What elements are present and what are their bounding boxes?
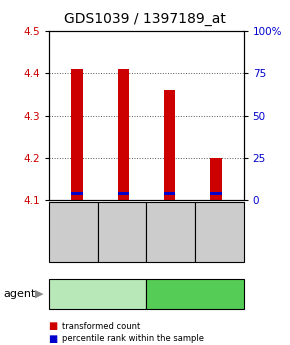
Bar <box>71 69 83 200</box>
Text: transformed count: transformed count <box>62 322 141 331</box>
Text: ■: ■ <box>48 321 57 331</box>
Bar <box>164 90 175 200</box>
Text: GSM35253: GSM35253 <box>166 207 175 257</box>
Text: ▶: ▶ <box>35 289 44 299</box>
Bar <box>71 191 83 195</box>
Text: agent: agent <box>3 289 35 299</box>
Bar <box>117 191 129 195</box>
Bar <box>164 191 175 195</box>
Bar <box>210 191 222 195</box>
Text: forskolin: forskolin <box>177 289 213 299</box>
Text: percentile rank within the sample: percentile rank within the sample <box>62 334 204 343</box>
Bar <box>117 69 129 200</box>
Text: GSM35255: GSM35255 <box>69 207 78 257</box>
Text: GDS1039 / 1397189_at: GDS1039 / 1397189_at <box>64 12 226 26</box>
Text: GSM35254: GSM35254 <box>215 207 224 257</box>
Text: ■: ■ <box>48 334 57 344</box>
Text: GSM35256: GSM35256 <box>118 207 127 257</box>
Bar <box>210 158 222 200</box>
Text: inactive forskolin
analog: inactive forskolin analog <box>62 284 134 304</box>
